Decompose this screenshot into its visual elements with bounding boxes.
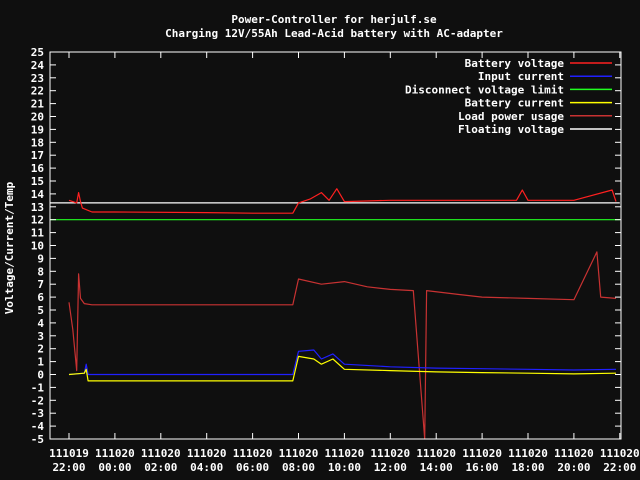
series-line-load-power-usage <box>68 251 617 440</box>
y-tick-label: 24 <box>31 59 45 72</box>
x-tick-date: 111020 <box>462 447 502 460</box>
legend-label: Battery current <box>465 97 564 110</box>
y-tick-label: 23 <box>31 72 44 85</box>
x-tick-date: 111020 <box>325 447 365 460</box>
y-axis-label: Voltage/Current/Temp <box>3 181 16 314</box>
y-tick-label: 10 <box>31 240 44 253</box>
y-tick-label: 3 <box>37 330 44 343</box>
x-tick-time: 10:00 <box>328 461 361 474</box>
chart-title: Power-Controller for herjulf.se <box>231 13 437 26</box>
y-tick-label: -2 <box>31 394 44 407</box>
x-tick-date: 111020 <box>416 447 456 460</box>
x-tick-date: 111020 <box>279 447 319 460</box>
x-tick-date: 111020 <box>187 447 227 460</box>
x-tick-date: 111020 <box>141 447 181 460</box>
y-tick-label: 1 <box>37 356 44 369</box>
y-axis-ticks: 2524232221201918171615141312111098765432… <box>31 46 621 446</box>
x-tick-time: 08:00 <box>282 461 315 474</box>
x-tick-time: 22:00 <box>603 461 636 474</box>
x-tick-time: 22:00 <box>52 461 85 474</box>
x-tick-date: 111020 <box>95 447 135 460</box>
x-axis-ticks: 11101922:0011102000:0011102002:001110200… <box>49 52 640 474</box>
legend-label: Load power usage <box>458 110 564 123</box>
y-tick-label: 0 <box>37 369 44 382</box>
series-line-battery-voltage <box>68 188 617 214</box>
x-tick-time: 00:00 <box>98 461 131 474</box>
series-line-battery-current <box>68 355 617 382</box>
x-tick-time: 04:00 <box>190 461 223 474</box>
y-tick-label: 13 <box>31 201 44 214</box>
x-tick-date: 111020 <box>600 447 640 460</box>
x-tick-time: 12:00 <box>374 461 407 474</box>
y-tick-label: -4 <box>31 420 45 433</box>
y-tick-label: 7 <box>37 278 44 291</box>
x-tick-date: 111020 <box>370 447 410 460</box>
x-tick-time: 16:00 <box>466 461 499 474</box>
x-tick-time: 06:00 <box>236 461 269 474</box>
y-tick-label: 19 <box>31 123 44 136</box>
y-tick-label: 22 <box>31 85 44 98</box>
y-tick-label: -3 <box>31 407 44 420</box>
chart-subtitle: Charging 12V/55Ah Lead-Acid battery with… <box>165 27 503 40</box>
y-tick-label: 20 <box>31 111 44 124</box>
x-tick-date: 111020 <box>554 447 594 460</box>
y-tick-label: 4 <box>37 317 44 330</box>
x-tick-time: 14:00 <box>420 461 453 474</box>
x-tick-date: 111019 <box>49 447 89 460</box>
y-tick-label: 2 <box>37 343 44 356</box>
y-tick-label: 17 <box>31 149 44 162</box>
x-tick-date: 111020 <box>233 447 273 460</box>
legend-label: Floating voltage <box>458 123 564 136</box>
series-line-input-current <box>68 349 617 376</box>
x-tick-date: 111020 <box>508 447 548 460</box>
y-tick-label: 12 <box>31 214 44 227</box>
y-tick-label: 16 <box>31 162 45 175</box>
plot-series-group <box>50 188 620 440</box>
y-tick-label: -5 <box>31 433 44 446</box>
x-tick-time: 02:00 <box>144 461 177 474</box>
legend-label: Disconnect voltage limit <box>405 83 564 96</box>
y-tick-label: 18 <box>31 136 44 149</box>
y-tick-label: 21 <box>31 98 45 111</box>
y-tick-label: 25 <box>31 46 44 59</box>
y-tick-label: 6 <box>37 291 44 304</box>
y-tick-label: 8 <box>37 265 44 278</box>
legend-label: Input current <box>478 70 564 83</box>
y-tick-label: 14 <box>31 188 45 201</box>
y-tick-label: 5 <box>37 304 44 317</box>
y-tick-label: 9 <box>37 252 44 265</box>
x-tick-time: 20:00 <box>557 461 590 474</box>
x-tick-time: 18:00 <box>511 461 544 474</box>
y-tick-label: -1 <box>31 381 45 394</box>
legend-label: Battery voltage <box>465 57 565 70</box>
y-tick-label: 11 <box>31 227 45 240</box>
y-tick-label: 15 <box>31 175 44 188</box>
